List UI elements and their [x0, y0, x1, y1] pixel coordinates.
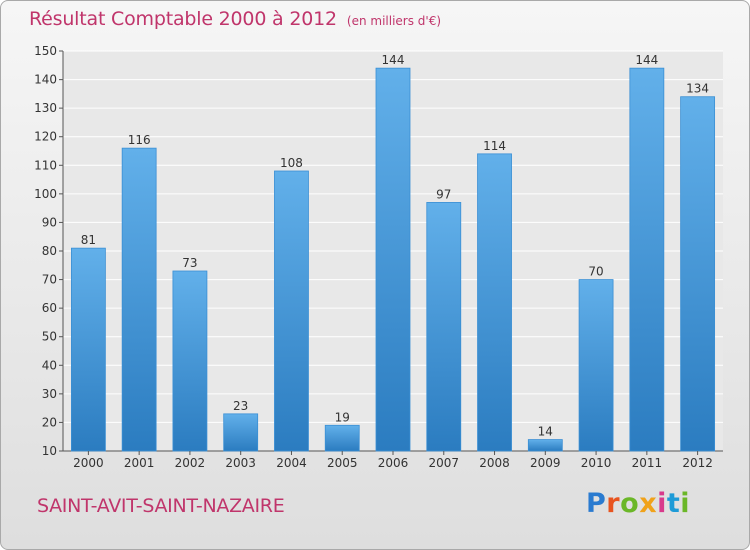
y-tick-label: 10: [42, 444, 57, 458]
data-label-2000: 81: [81, 233, 96, 247]
y-tick-label: 50: [42, 330, 57, 344]
bar-2008: [477, 153, 512, 452]
y-tick-label: 90: [42, 215, 57, 229]
y-tick-label: 140: [34, 73, 57, 87]
chart-title: Résultat Comptable 2000 à 2012: [29, 8, 337, 30]
y-tick-label: 120: [34, 130, 57, 144]
bar-2012: [680, 96, 716, 452]
x-tick-label-2007: 2007: [428, 456, 459, 470]
x-tick-label-2012: 2012: [682, 456, 713, 470]
y-tick-label: 110: [34, 158, 57, 172]
logo-letter: r: [606, 488, 621, 519]
bar-2009: [527, 439, 563, 452]
y-tick-label: 20: [42, 415, 57, 429]
chart-subtitle: (en milliers d'€): [346, 14, 442, 28]
data-label-2011: 144: [635, 53, 658, 67]
proxiti-logo: Proxiti: [586, 488, 690, 519]
y-tick-label: 30: [42, 387, 57, 401]
data-label-2008: 114: [483, 139, 506, 153]
x-tick-label-2011: 2011: [632, 456, 663, 470]
y-tick-label: 80: [42, 244, 57, 258]
data-label-2012: 134: [686, 82, 709, 96]
logo-letter: P: [586, 488, 607, 519]
y-tick-label: 150: [34, 44, 57, 58]
bar-2000: [70, 247, 106, 452]
y-tick-label: 40: [42, 358, 57, 372]
data-label-2005: 19: [335, 410, 350, 424]
logo-letter: o: [620, 488, 640, 519]
bar-2005: [324, 424, 360, 452]
data-label-2009: 14: [538, 425, 553, 439]
y-tick-label: 60: [42, 301, 57, 315]
logo-letter: i: [657, 488, 667, 519]
x-tick-label-2001: 2001: [124, 456, 155, 470]
y-tick-label: 100: [34, 187, 57, 201]
logo-letter: i: [680, 488, 691, 519]
data-label-2003: 23: [233, 399, 248, 413]
bar-2011: [629, 67, 665, 452]
bar-2010: [578, 279, 614, 452]
x-tick-label-2009: 2009: [530, 456, 561, 470]
x-tick-label-2000: 2000: [73, 456, 104, 470]
data-label-2004: 108: [280, 156, 303, 170]
x-tick-label-2005: 2005: [327, 456, 358, 470]
bar-2004: [274, 170, 309, 452]
data-label-2010: 70: [588, 265, 603, 279]
data-label-2006: 144: [382, 53, 405, 67]
y-tick-label: 130: [34, 101, 57, 115]
logo-letter: t: [666, 488, 681, 519]
bar-2001: [121, 147, 157, 452]
x-tick-label-2004: 2004: [276, 456, 307, 470]
x-tick-label-2010: 2010: [581, 456, 612, 470]
x-tick-label-2003: 2003: [225, 456, 256, 470]
data-label-2007: 97: [436, 187, 451, 201]
bar-2007: [426, 202, 462, 452]
bar-2006: [375, 67, 411, 452]
title-row: Résultat Comptable 2000 à 2012 (en millie…: [29, 8, 441, 30]
bar-2003: [223, 413, 259, 452]
data-label-2001: 116: [128, 133, 151, 147]
bar-2002: [172, 270, 208, 452]
y-tick-label: 70: [42, 273, 57, 287]
data-label-2002: 73: [182, 256, 197, 270]
logo-letter: x: [639, 488, 658, 519]
place-name: SAINT-AVIT-SAINT-NAZAIRE: [37, 495, 285, 517]
x-tick-label-2008: 2008: [479, 456, 510, 470]
x-tick-label-2002: 2002: [175, 456, 206, 470]
x-tick-label-2006: 2006: [378, 456, 409, 470]
